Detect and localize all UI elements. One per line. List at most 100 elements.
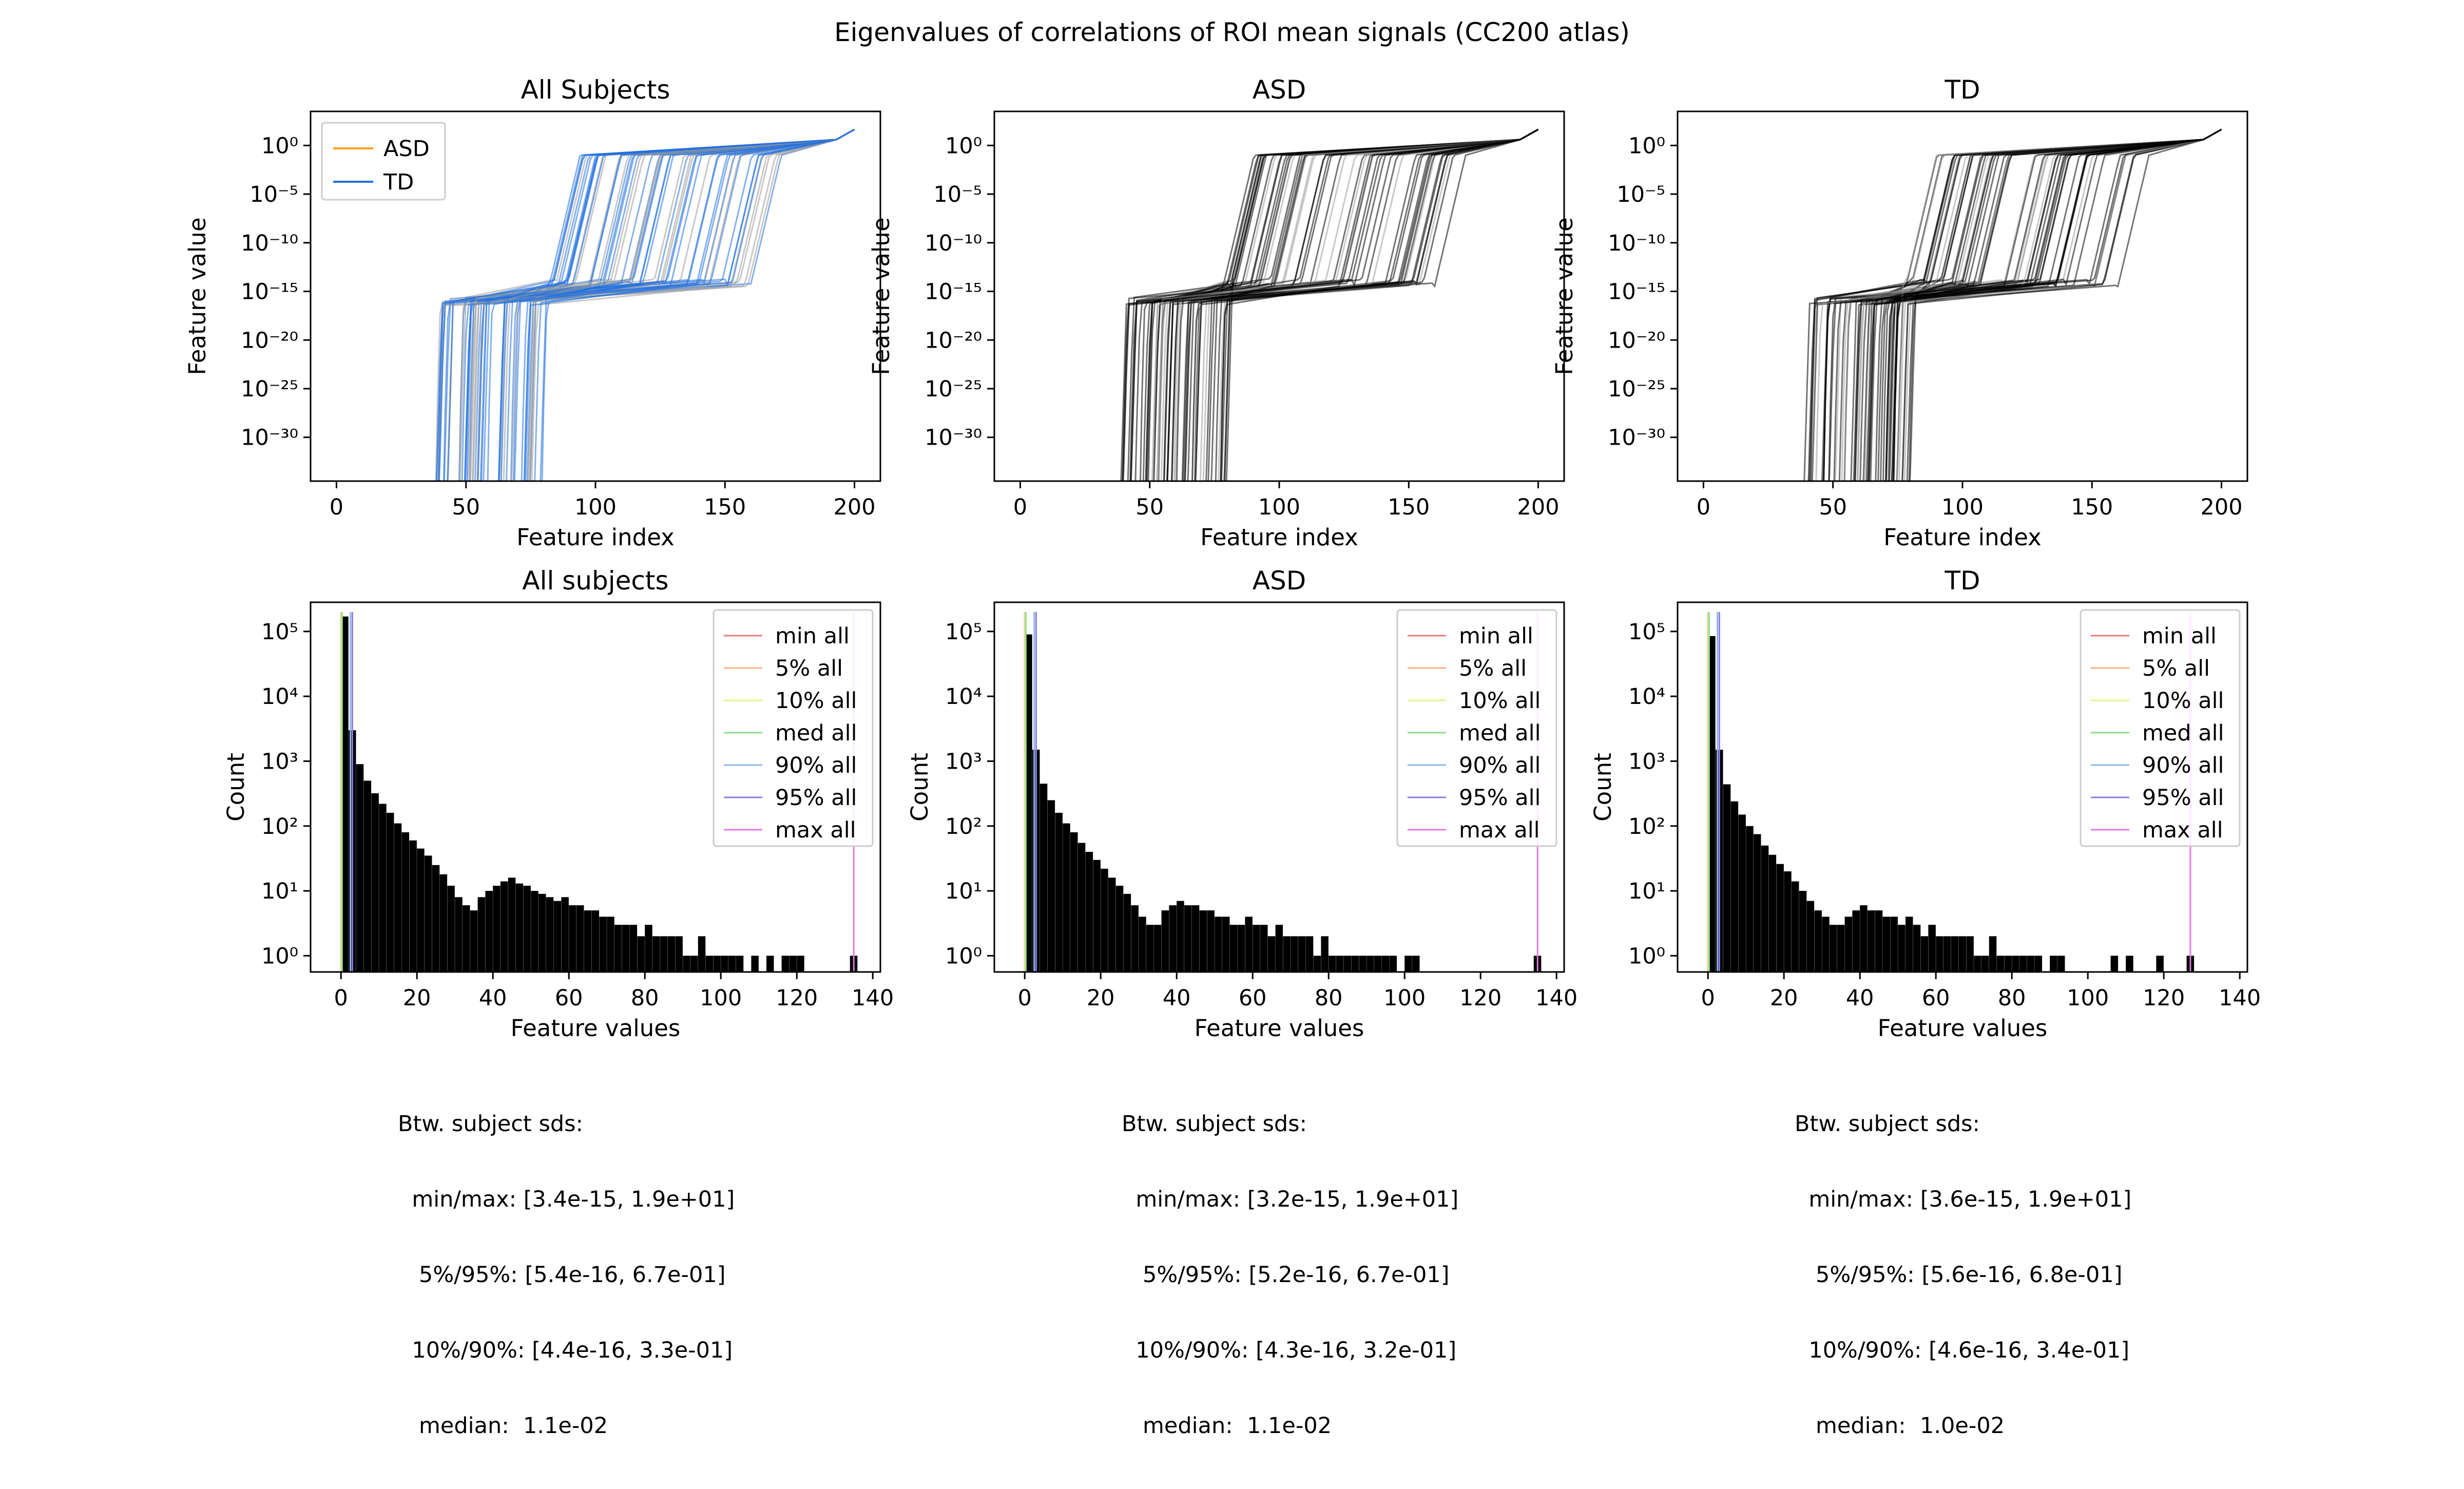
x-tick-label: 120 (776, 985, 818, 1011)
histogram-bar (1229, 925, 1238, 972)
legend-label: max all (775, 817, 856, 843)
x-tick-label: 80 (1998, 985, 2026, 1011)
legend-label: 90% all (775, 753, 857, 778)
histogram-bar (2004, 956, 2012, 972)
x-tick-label: 40 (1846, 985, 1874, 1011)
legend-box (2080, 609, 2241, 847)
histogram-bar (1776, 864, 1784, 972)
histogram-bar (1996, 956, 2005, 972)
histogram-bar (1389, 956, 1397, 972)
y-tick-label: 10⁻²⁵ (241, 376, 298, 402)
histogram-bar (1215, 917, 1222, 972)
histogram-bar (546, 897, 554, 972)
x-tick-label: 0 (330, 494, 343, 520)
panel-title: TD (1944, 566, 1980, 596)
histogram-bar (432, 865, 440, 972)
histogram-bar (371, 793, 379, 972)
x-tick-label: 0 (1013, 494, 1027, 520)
histogram-bar (387, 813, 394, 972)
y-axis-label: Count (906, 753, 933, 822)
histogram-bar (477, 897, 486, 972)
panel-title: ASD (1253, 566, 1306, 596)
y-tick-label: 10⁻³⁰ (241, 425, 298, 451)
legend-label: 95% all (2142, 785, 2224, 811)
histogram-bar (447, 886, 455, 972)
histogram-bar (576, 905, 584, 972)
histogram-bar (1191, 905, 1200, 972)
histogram-bar (1830, 925, 1837, 972)
histogram-bar (721, 956, 728, 972)
histogram-bar (2027, 956, 2035, 972)
y-tick-label: 10⁻²⁵ (925, 376, 982, 402)
legend-label: TD (383, 169, 414, 195)
histogram-bar (1806, 901, 1815, 972)
histogram-bar (2012, 956, 2019, 972)
histogram-bar (379, 804, 387, 972)
histogram-bar (1913, 925, 1921, 972)
histogram-bar (660, 936, 668, 972)
histogram-bar (698, 936, 706, 972)
figure-title: Eigenvalues of correlations of ROI mean … (834, 17, 1630, 47)
histogram-bar (622, 925, 630, 972)
y-tick-label: 10⁻⁵ (933, 182, 982, 207)
x-tick-label: 100 (1383, 985, 1426, 1011)
histogram-bar (1283, 936, 1291, 972)
stats-5-95: 5%/95%: [5.4e-16, 6.7e-01] (398, 1262, 726, 1288)
y-tick-label: 10⁻²⁰ (925, 328, 982, 353)
stats-10-90: 10%/90%: [4.3e-16, 3.2e-01] (1122, 1338, 1457, 1363)
legend-label: min all (775, 623, 850, 649)
y-tick-label: 10⁵ (261, 619, 298, 645)
histogram-bar (500, 881, 508, 972)
histogram-bar (683, 956, 690, 972)
histogram-bar (1184, 905, 1192, 972)
y-axis-label: Count (222, 753, 249, 822)
y-tick-label: 10⁻¹⁵ (1608, 279, 1665, 305)
x-tick-label: 60 (1239, 985, 1267, 1011)
curve-lines (435, 128, 855, 481)
histogram-bar (1199, 910, 1207, 972)
histogram-bar (1920, 936, 1929, 972)
x-tick-label: 20 (1087, 985, 1115, 1011)
eigen-curve (1808, 128, 2222, 481)
histogram-bar (1245, 917, 1253, 972)
histogram-bar (2110, 956, 2119, 972)
y-tick-label: 10⁻¹⁵ (925, 279, 982, 305)
histogram-bar (1139, 917, 1146, 972)
x-tick-label: 150 (1388, 494, 1430, 520)
histogram-bar (1822, 917, 1830, 972)
legend-label: min all (2142, 623, 2217, 649)
x-tick-label: 50 (452, 494, 480, 520)
legend-box (1396, 609, 1557, 847)
legend-label: med all (1459, 720, 1541, 746)
x-tick-label: 0 (1697, 494, 1710, 520)
histogram-bar (797, 956, 804, 972)
y-tick-label: 10⁴ (945, 684, 982, 710)
eigen-curve (437, 128, 855, 481)
histogram-bar (728, 956, 736, 972)
histogram-bar (637, 936, 645, 972)
histogram-bar (1101, 868, 1108, 972)
histogram-bar (425, 855, 432, 972)
x-tick-label: 140 (1535, 985, 1577, 1011)
eigen-curve (469, 128, 855, 481)
histogram-bar (629, 925, 638, 972)
y-tick-label: 10⁴ (1628, 684, 1665, 710)
hist-panel-1: ASD 0 20 40 60 80 100 120 140 10⁵ 10⁴ 10³ 10² 10¹ 10⁰ F… (906, 566, 1577, 1042)
hist-panel-2: TD 0 20 40 60 80 100 120 140 10⁵ 10⁴ 10³ 10² 10¹ 10⁰ Fe… (1589, 566, 2261, 1042)
histogram-bar (599, 917, 607, 972)
eigen-curve (1885, 128, 2222, 481)
histogram-bar (1366, 956, 1374, 972)
histogram-bar (531, 891, 538, 972)
x-axis-label: Feature values (511, 1015, 681, 1042)
histogram-bar (1123, 893, 1131, 972)
y-tick-label: 10² (261, 814, 298, 839)
histogram-bar (1040, 784, 1048, 972)
x-tick-label: 100 (574, 494, 617, 520)
histogram-bar (394, 823, 402, 972)
x-tick-label: 200 (2201, 494, 2243, 520)
histogram-bar (1336, 956, 1344, 972)
histogram-bar (1267, 936, 1276, 972)
x-tick-label: 100 (1258, 494, 1300, 520)
y-tick-label: 10⁻²⁵ (1608, 376, 1665, 402)
y-tick-label: 10⁻⁵ (249, 182, 298, 207)
